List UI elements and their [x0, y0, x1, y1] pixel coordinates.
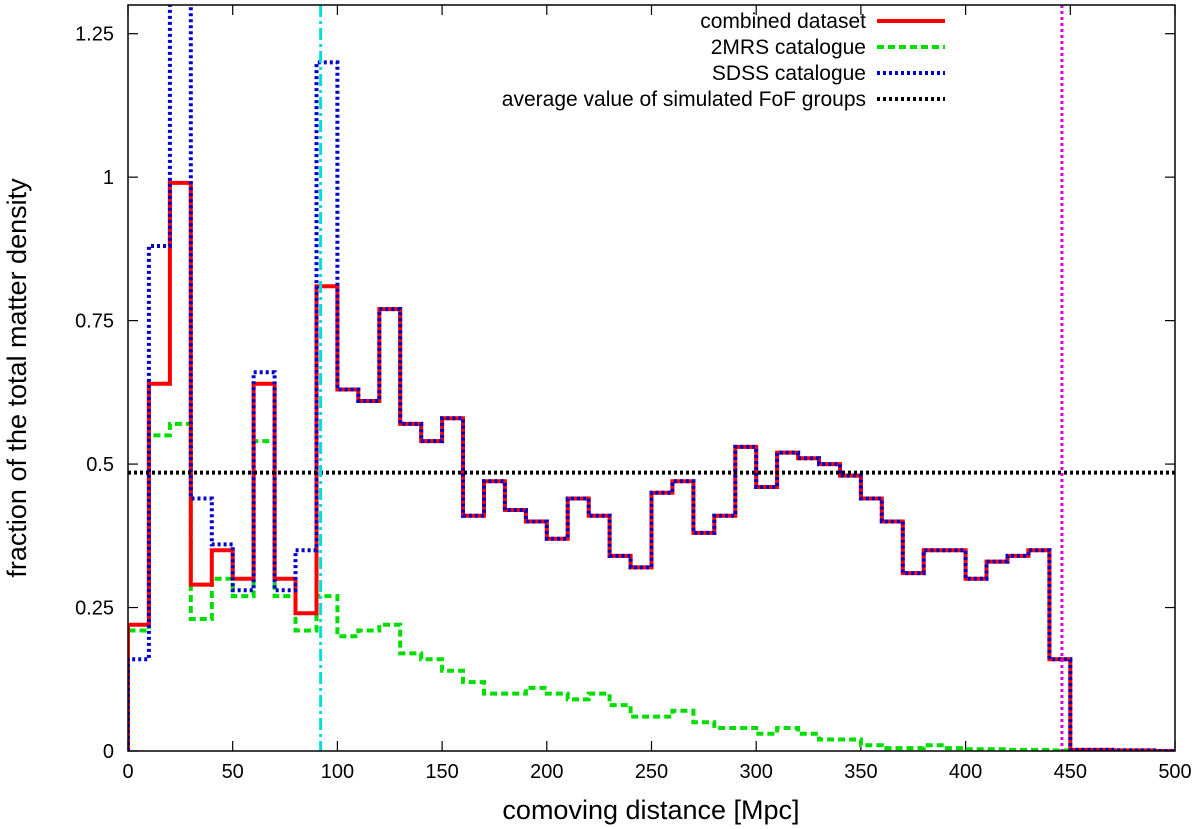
y-tick-label: 1 — [103, 167, 114, 189]
x-tick-label: 350 — [844, 761, 877, 783]
legend: combined dataset 2MRS catalogue SDSS catal… — [502, 10, 945, 111]
y-tick-label: 1.25 — [75, 24, 114, 46]
plot-frame — [127, 4, 1176, 752]
y-tick-label: 0.75 — [75, 311, 114, 333]
legend-label: SDSS catalogue — [712, 62, 866, 85]
legend-label: 2MRS catalogue — [711, 36, 866, 59]
x-axis-title: comoving distance [Mpc] — [502, 795, 799, 825]
ticks-layer — [127, 5, 1176, 752]
x-tick-label: 150 — [425, 761, 458, 783]
x-tick-label: 450 — [1054, 761, 1087, 783]
y-tick-label: 0.5 — [86, 454, 114, 476]
x-tick-label: 500 — [1158, 761, 1191, 783]
x-tick-label: 250 — [635, 761, 668, 783]
plot-layer — [128, 5, 1175, 751]
labels-layer: 0 50 100 150 200 250 300 350 400 450 500 0 0.25 0.5 0.… — [75, 24, 1192, 783]
series-combined-dataset — [128, 180, 1175, 751]
legend-label: combined dataset — [700, 10, 866, 33]
x-tick-label: 400 — [949, 761, 982, 783]
x-tick-label: 300 — [740, 761, 773, 783]
legend-label: average value of simulated FoF groups — [502, 88, 866, 111]
series-sdss-catalogue — [128, 5, 1175, 751]
x-tick-label: 100 — [321, 761, 354, 783]
x-tick-label: 50 — [222, 761, 244, 783]
y-tick-label: 0 — [103, 741, 114, 763]
series-2mrs-catalogue — [128, 421, 1175, 751]
x-tick-label: 0 — [122, 761, 133, 783]
y-axis-title: fraction of the total matter density — [2, 178, 32, 578]
y-tick-label: 0.25 — [75, 598, 114, 620]
x-tick-label: 200 — [530, 761, 563, 783]
